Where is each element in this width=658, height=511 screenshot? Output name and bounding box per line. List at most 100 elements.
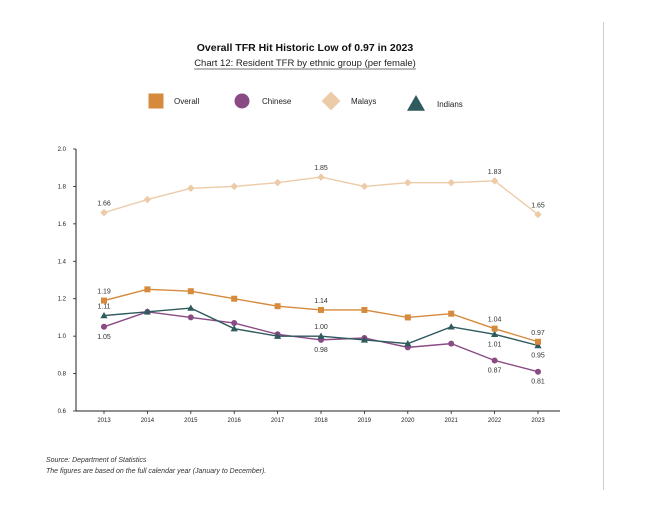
source-line-1: Source: Department of Statistics [46,457,147,464]
data-point [535,368,541,375]
data-point [273,178,282,187]
labels-layer: 1.66 1.85 1.83 1.65 1.19 1.11 1.05 1.14 1.00 0.98… [97,165,545,386]
data-label: 1.66 [97,201,111,208]
data-point [404,178,412,187]
x-tick-label: 2021 [445,418,459,424]
legend-item-overall: Overall [148,93,200,109]
legend-marker-triangle [407,95,425,111]
data-point [187,288,194,295]
legend-label: Overall [174,97,200,106]
legend-label: Indians [437,100,463,109]
data-point [274,303,281,310]
legend-marker-diamond [321,91,341,111]
chart-subtitle: Chart 12: Resident TFR by ethnic group (… [194,58,416,69]
data-point [143,195,152,204]
legend-label: Malays [351,97,376,106]
legend-item-malays: Malays [321,91,376,111]
source-line-2: The figures are based on the full calend… [46,468,266,475]
series-chinese [101,308,541,375]
series-indians [100,304,542,349]
x-tick-label: 2022 [488,418,502,424]
chart-title: Overall TFR Hit Historic Low of 0.97 in … [197,42,414,54]
data-label: 1.05 [97,334,111,341]
data-point [230,182,238,191]
data-point [231,295,238,302]
data-point [360,336,368,343]
series-line [103,176,539,216]
data-point [447,323,455,330]
data-label: 1.00 [314,324,328,331]
data-label: 0.95 [531,353,545,360]
data-point [448,340,455,347]
data-label: 0.98 [314,347,328,354]
data-point [100,311,108,319]
series-layer [100,173,542,375]
data-point [187,184,195,193]
y-tick-label: 1.8 [58,184,67,190]
y-tick-label: 1.2 [58,297,67,303]
data-label: 1.04 [488,317,502,324]
legend: Overall Chinese Malays Indians [148,91,463,111]
data-point [404,340,412,347]
data-point [491,330,499,337]
x-tick-label: 2016 [228,418,242,424]
y-tick-label: 1.4 [58,259,67,265]
data-point [404,314,411,321]
data-label: 0.87 [488,367,502,374]
series-malays [100,173,542,219]
data-point [274,332,282,339]
data-point [187,314,194,321]
y-tick-label: 1.0 [58,334,67,340]
legend-marker-circle [234,93,250,109]
data-label: 1.65 [531,203,545,210]
data-label: 1.85 [314,165,328,172]
data-point [491,325,498,332]
data-label: 1.14 [314,298,328,305]
data-point [101,323,107,330]
data-point [447,178,455,187]
data-point [361,306,368,313]
x-tick-label: 2020 [401,418,415,424]
data-point [231,320,238,327]
data-point [144,286,151,293]
data-label: 0.97 [531,330,545,337]
x-tick-label: 2018 [314,418,328,424]
data-point [490,177,499,185]
right-divider [603,22,604,490]
y-tick-label: 0.6 [58,409,67,415]
x-tick-label: 2023 [531,418,545,424]
data-point [100,208,108,217]
data-point [317,173,325,181]
data-point [360,182,369,191]
legend-marker-square [148,93,164,109]
y-tick-label: 0.8 [58,372,67,378]
data-point [448,310,455,317]
y-tick-label: 1.6 [58,222,67,228]
data-label: 0.81 [531,379,545,386]
data-label: 1.83 [488,169,502,176]
data-label: 1.11 [97,304,110,311]
data-point [187,304,195,311]
data-point [143,308,151,315]
x-tick-label: 2015 [184,418,198,424]
data-point [317,332,325,339]
x-tick-label: 2014 [141,418,155,424]
data-point [535,338,541,345]
series-overall [101,286,541,345]
data-label: 1.19 [97,289,111,296]
data-point [491,357,498,364]
legend-label: Chinese [262,97,292,106]
axes: 0.6 0.8 1.0 1.2 1.4 1.6 1.8 2.0 2013 2014 2015 2016… [58,147,560,424]
legend-item-indians: Indians [407,95,463,111]
x-tick-label: 2017 [271,418,285,424]
y-tick-label: 2.0 [58,147,67,153]
data-point [101,297,107,304]
x-tick-label: 2013 [97,418,111,424]
legend-item-chinese: Chinese [234,93,292,109]
data-point [534,210,542,219]
data-point [534,341,542,349]
data-label: 1.01 [488,341,502,348]
x-tick-label: 2019 [358,418,372,424]
